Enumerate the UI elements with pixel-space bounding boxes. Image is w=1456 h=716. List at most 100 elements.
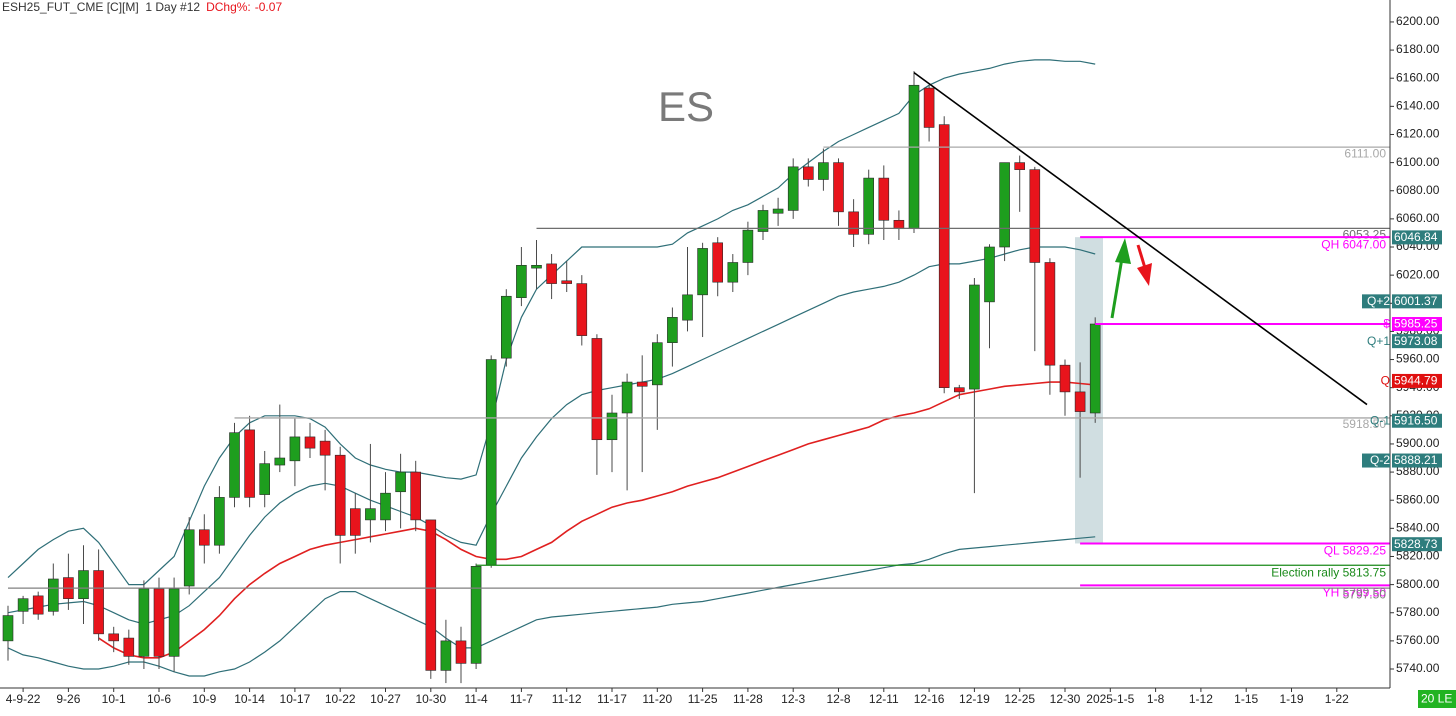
candle-body xyxy=(274,457,286,466)
y-tick-label: 6100.00 xyxy=(1396,155,1440,169)
x-tick-label: 2025-1-5 xyxy=(1086,692,1134,706)
price-axis-panel xyxy=(1390,0,1456,716)
candle-body xyxy=(410,471,422,521)
x-tick-label: 12-11 xyxy=(869,692,899,706)
y-tick-label: 5840.00 xyxy=(1396,521,1440,535)
x-tick-label: 4-9-22 xyxy=(6,692,41,706)
candle-body xyxy=(516,264,527,298)
candle-body xyxy=(349,508,361,536)
y-tick-label: 5820.00 xyxy=(1396,549,1440,563)
annotation-arrows xyxy=(1110,238,1152,319)
y-tick-label: 6060.00 xyxy=(1396,211,1440,225)
level-label: QL 5829.25 xyxy=(1324,544,1387,558)
level-label: YH 5799.50 xyxy=(1323,585,1387,599)
candle-body xyxy=(606,412,618,441)
price-label-layer: 6046.84 6001.37 Q+2 5985.25 $5973.08 Q+1 5944.… xyxy=(1362,230,1456,708)
x-tick-label: 10-9 xyxy=(192,692,216,706)
candle-body xyxy=(289,436,301,462)
price-marker-tag: Q xyxy=(1381,374,1390,388)
up-arrow-head xyxy=(1115,238,1131,264)
price-marker-box xyxy=(1392,317,1442,332)
price-marker-box xyxy=(1392,373,1442,388)
y-tick-label: 5900.00 xyxy=(1396,436,1440,450)
candle-body xyxy=(757,210,769,232)
price-marker-label: 5973.08 xyxy=(1394,334,1438,348)
candle-body xyxy=(984,246,995,303)
y-tick-label: 5880.00 xyxy=(1396,464,1440,478)
candle-body xyxy=(470,566,482,664)
x-tick-label: 10-14 xyxy=(234,692,265,706)
candle-body xyxy=(365,508,376,521)
level-label: Election rally 5813.75 xyxy=(1271,565,1386,579)
y-tick-label: 6200.00 xyxy=(1396,14,1440,28)
down-arrow-head xyxy=(1137,263,1152,286)
x-tick-label: 10-22 xyxy=(325,692,356,706)
time-axis-panel xyxy=(0,688,1390,716)
candle-body xyxy=(93,570,104,635)
candle-body xyxy=(999,162,1010,248)
x-tick-label: 10-30 xyxy=(415,692,446,706)
x-tick-label: 12-30 xyxy=(1050,692,1081,706)
candle-body xyxy=(531,264,542,269)
change-label: DChg%: xyxy=(206,0,251,14)
candle-body xyxy=(153,588,165,657)
moving-average xyxy=(98,381,1096,659)
candle-body xyxy=(304,436,316,449)
x-tick-label: 12-19 xyxy=(959,692,990,706)
level-price-label: 5918.50 xyxy=(1343,417,1387,431)
x-tick-label: 12-25 xyxy=(1004,692,1035,706)
candle-body xyxy=(561,280,573,284)
candle-body xyxy=(802,166,814,180)
x-tick-label: 11-7 xyxy=(510,692,533,706)
price-marker-label: 5888.21 xyxy=(1394,453,1438,467)
price-marker-tag-box xyxy=(1362,453,1390,468)
candle-body xyxy=(485,359,497,566)
candle-body xyxy=(969,284,980,390)
candle-body xyxy=(380,492,391,521)
price-marker-label: 5828.73 xyxy=(1394,537,1438,551)
level-price-label: 5797.50 xyxy=(1343,587,1387,601)
candle-body xyxy=(1044,262,1056,366)
candle-body xyxy=(787,166,799,211)
x-tick-label: 11-4 xyxy=(465,692,488,706)
x-tick-label: 1-19 xyxy=(1279,692,1303,706)
price-marker-tag-box xyxy=(1362,294,1390,309)
candle-body xyxy=(576,283,588,336)
y-tick-label: 5780.00 xyxy=(1396,605,1440,619)
x-tick-label: 10-1 xyxy=(102,692,126,706)
y-tick-label: 6080.00 xyxy=(1396,183,1440,197)
candle-body xyxy=(500,295,512,359)
candle-body xyxy=(697,248,708,296)
price-marker-label: 6001.37 xyxy=(1394,294,1438,308)
x-tick-label: 10-17 xyxy=(280,692,311,706)
price-marker-box xyxy=(1392,413,1442,428)
band-lower xyxy=(7,536,1096,677)
price-marker-label: 6046.84 xyxy=(1394,230,1438,244)
x-tick-label: 10-6 xyxy=(147,692,171,706)
candle-body xyxy=(395,471,406,493)
candle-body xyxy=(334,454,346,536)
y-tick-label: 6020.00 xyxy=(1396,267,1440,281)
corner-badge-box xyxy=(1418,690,1456,708)
chart-title: ESH25_FUT_CME [C][M] 1 Day #12 xyxy=(2,0,200,14)
candle-body xyxy=(712,242,724,283)
candle-body xyxy=(878,177,890,221)
candle-body xyxy=(863,177,875,235)
candle-body xyxy=(818,162,829,180)
candle-body xyxy=(667,317,678,343)
y-tick-label: 5860.00 xyxy=(1396,492,1440,506)
band-middle xyxy=(7,246,1096,625)
candle-body xyxy=(425,519,437,671)
candle-body xyxy=(1089,323,1101,414)
candle-body xyxy=(199,529,210,546)
candle-body xyxy=(546,263,557,284)
level-label: QH 6047.00 xyxy=(1321,237,1386,251)
price-marker-tag: $ xyxy=(1383,317,1390,331)
candle-body xyxy=(229,432,240,498)
level-price-label: 6111.00 xyxy=(1344,146,1386,160)
price-marker-tag: Q+2 xyxy=(1367,294,1390,308)
y-tick-label: 6140.00 xyxy=(1396,99,1440,113)
candle-body xyxy=(2,615,14,642)
